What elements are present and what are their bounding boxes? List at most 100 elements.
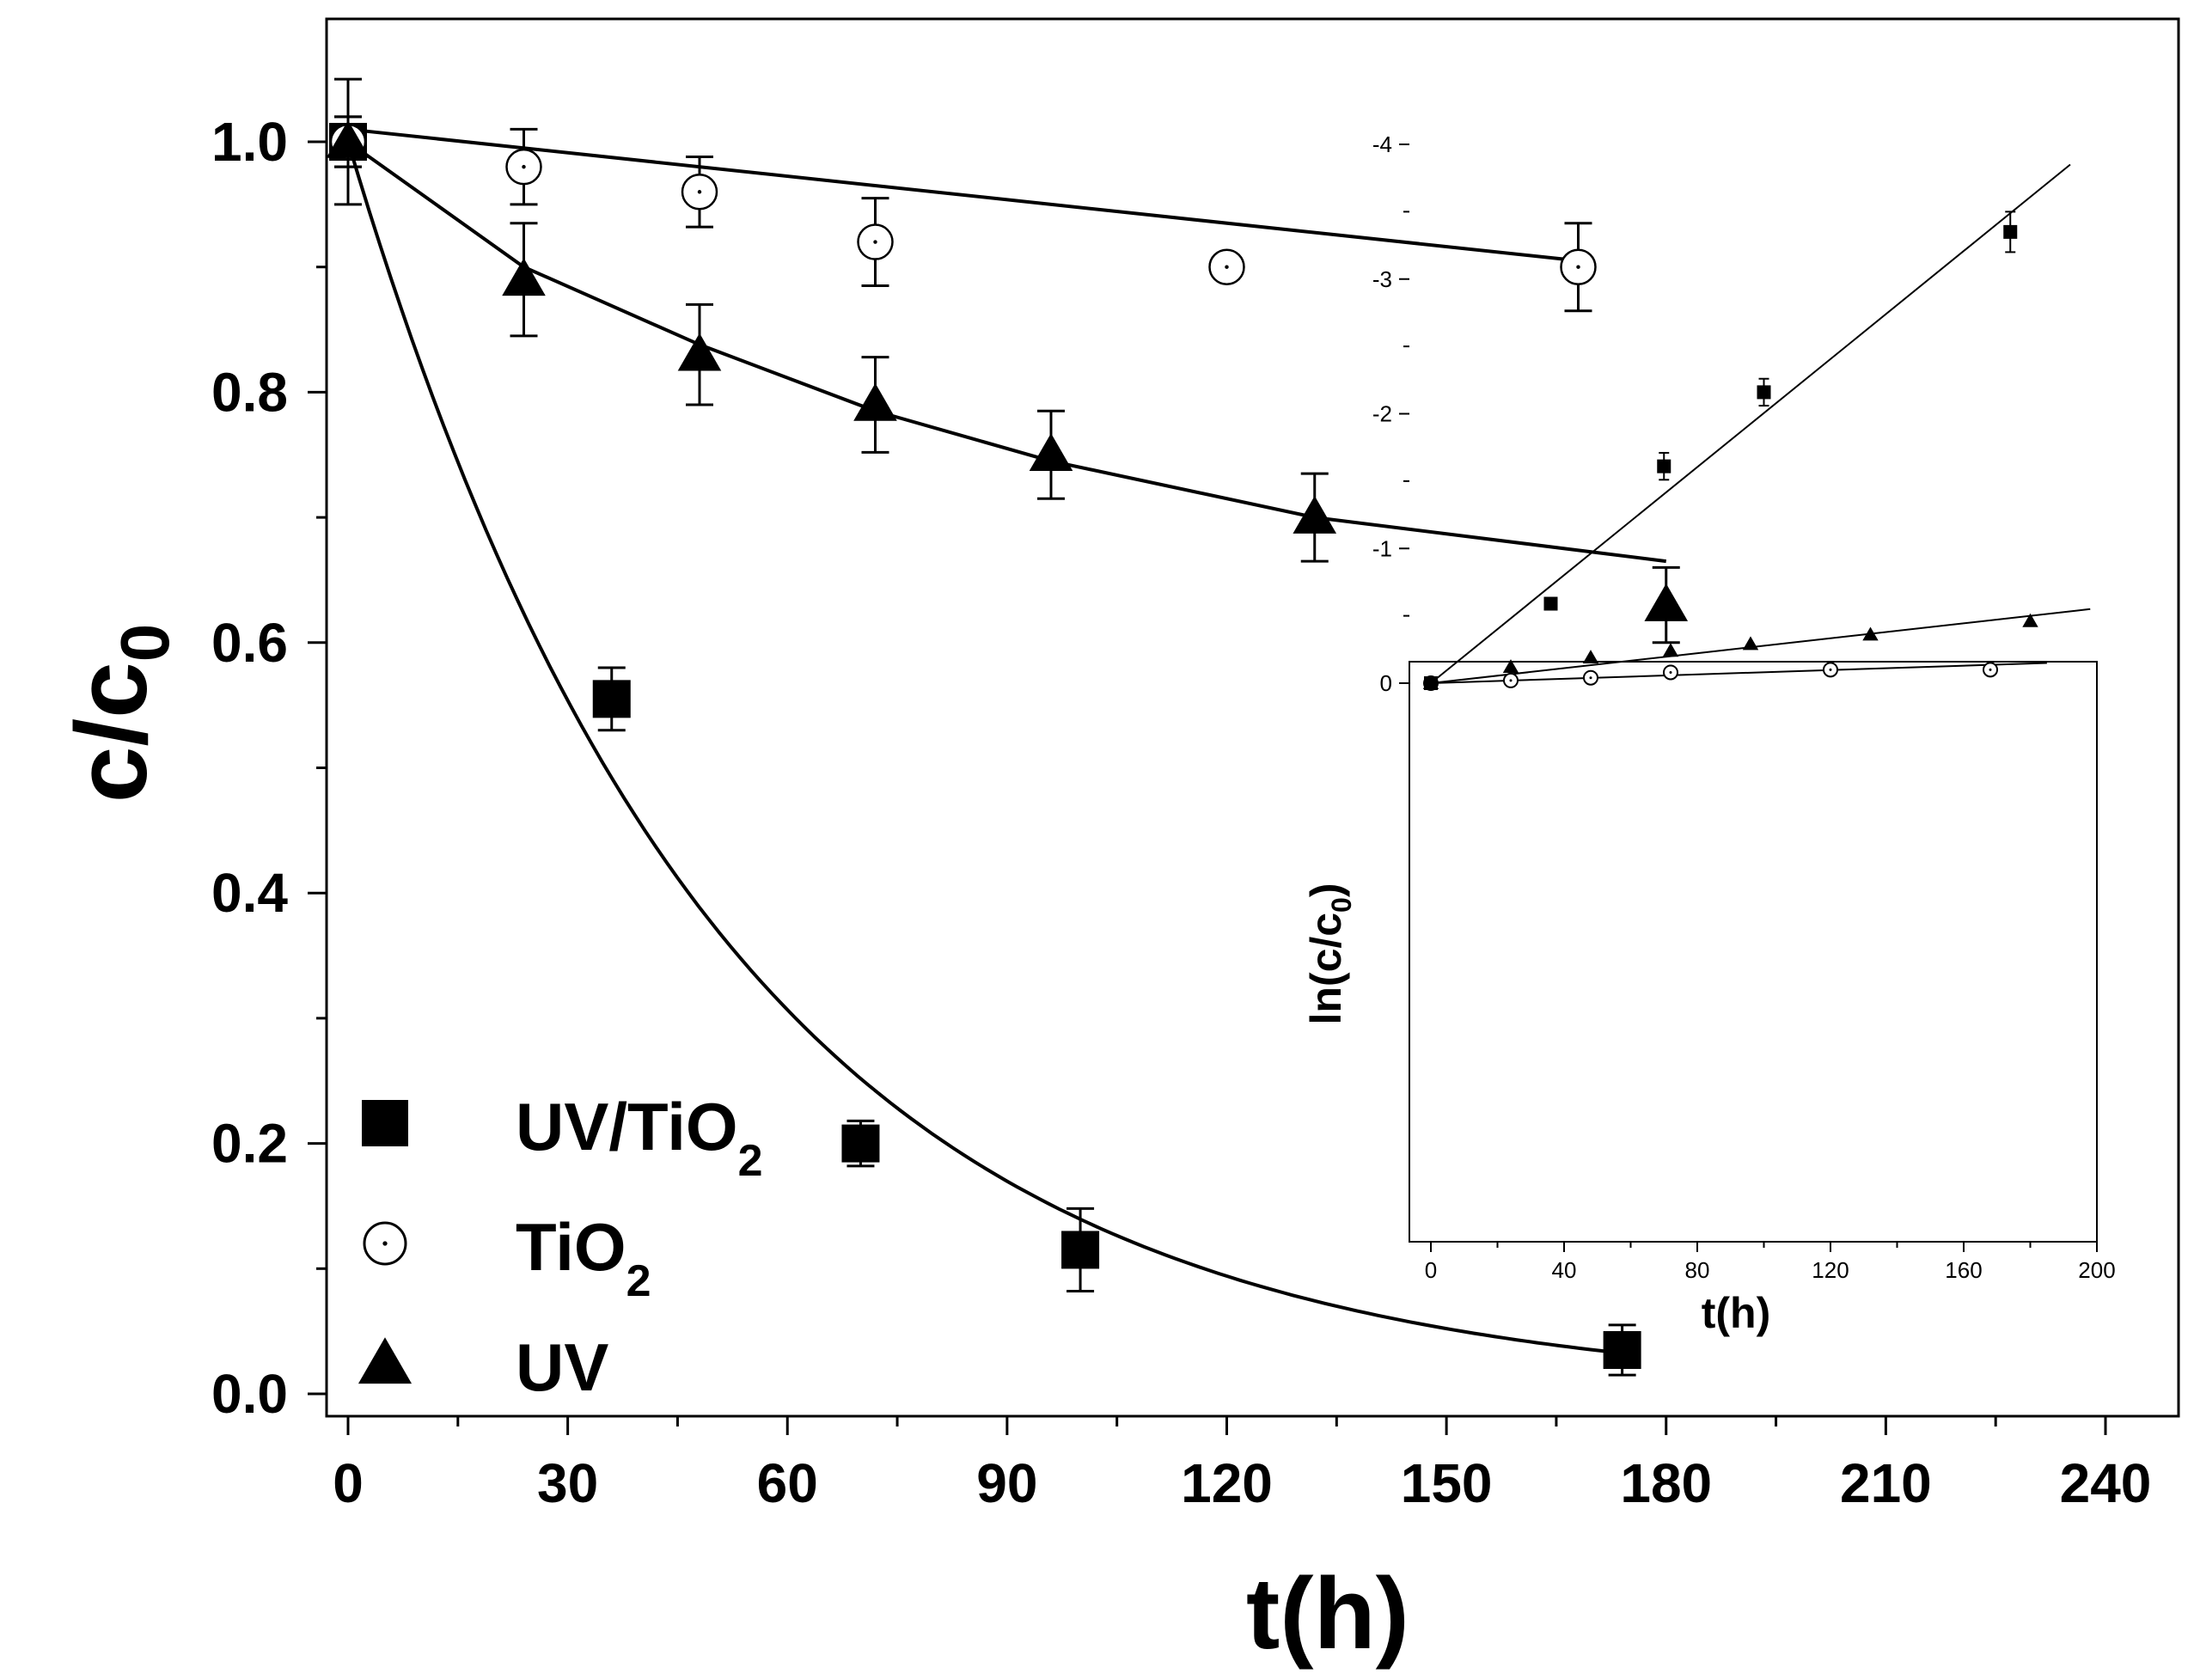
- y-axis-label-subscript: 0: [107, 624, 183, 663]
- inset-y-axis-label-close: ): [1302, 883, 1350, 897]
- legend-label-main: UV/TiO: [516, 1089, 738, 1164]
- inset-point-tio2: [1983, 662, 1998, 678]
- point-tio2-dot: [697, 190, 702, 194]
- point-tio2-dot: [522, 164, 526, 169]
- point-uv-tio2: [1603, 1331, 1641, 1370]
- legend-label-main: UV: [516, 1329, 608, 1405]
- inset-data-points: [1422, 211, 2038, 691]
- x-tick-label: 120: [1181, 1452, 1273, 1514]
- legend-label-subscript: 2: [626, 1256, 651, 1306]
- inset-point-tio2: [1583, 669, 1598, 686]
- y-tick-label: 1.0: [211, 111, 288, 173]
- inset-y-tick-label: -1: [1372, 535, 1392, 561]
- x-axis-label: t(h): [1246, 1557, 1409, 1671]
- inset-point-uv-tio2: [1543, 596, 1558, 611]
- point-tio2: [1560, 248, 1597, 285]
- inset-point-tio2: [1503, 672, 1519, 688]
- x-tick-label: 210: [1840, 1452, 1932, 1514]
- y-tick-label: 0.6: [211, 612, 288, 674]
- inset-point-uv: [1502, 659, 1519, 674]
- x-tick-label: 0: [333, 1452, 364, 1514]
- legend-marker-circle-dot: [382, 1241, 388, 1246]
- y-axis-label-main: c/c: [55, 662, 168, 803]
- x-tick-label: 90: [976, 1452, 1037, 1514]
- inset-x-tick-label: 200: [2078, 1257, 2115, 1283]
- inset-y-tick-label: -2: [1372, 401, 1392, 427]
- point-uv: [1029, 433, 1073, 472]
- fit-curve-tio2: [347, 127, 1579, 263]
- y-axis-label: c/c0: [55, 624, 183, 803]
- x-tick-label: 60: [757, 1452, 818, 1514]
- inset-y-tick-label: -3: [1372, 266, 1392, 292]
- y-tick-label: 0.2: [211, 1113, 288, 1175]
- legend-marker-triangle: [358, 1337, 413, 1384]
- main-plot-frame: [325, 17, 2180, 1418]
- inset-axis-ticks: 0 40 80 120 160 200 0 -1 -2 -3 -4: [1372, 131, 2116, 1283]
- inset-x-tick-label: 80: [1685, 1257, 1710, 1283]
- point-uv-tio2: [592, 680, 631, 718]
- legend-label-subscript: 2: [738, 1136, 763, 1186]
- point-uv: [677, 333, 722, 371]
- inset-point-tio2-dot: [1589, 676, 1592, 680]
- legend-label: UV/TiO2: [516, 1089, 763, 1186]
- inset-y-axis-label-subscript: 0: [1326, 897, 1357, 913]
- point-uv: [1293, 496, 1337, 534]
- inset-y-axis-label-main: ln(c/c: [1302, 913, 1350, 1025]
- legend-label-main: TiO: [516, 1209, 626, 1285]
- point-tio2-dot: [1576, 265, 1580, 269]
- legend-label: TiO2: [516, 1209, 651, 1306]
- inset-point-tio2-dot: [1989, 668, 1992, 671]
- point-tio2-dot: [873, 240, 877, 244]
- x-tick-label: 30: [537, 1452, 598, 1514]
- point-uv: [1644, 583, 1689, 621]
- point-uv: [502, 258, 546, 296]
- legend-marker-circle: [363, 1221, 407, 1266]
- x-tick-label: 150: [1401, 1452, 1493, 1514]
- y-tick-label: 0.8: [211, 361, 288, 423]
- inset-point-uv: [1582, 650, 1599, 664]
- inset-point-uv-tio2: [1424, 676, 1438, 690]
- y-tick-label: 0.0: [211, 1363, 288, 1425]
- point-tio2: [505, 148, 542, 186]
- inset-point-uv-tio2: [1657, 459, 1671, 473]
- inset-y-tick-label: -4: [1372, 131, 1392, 157]
- main-data-points: [326, 77, 1689, 1377]
- point-tio2: [681, 174, 718, 211]
- fit-curve-uv-tio2: [346, 141, 1623, 1355]
- point-tio2-dot: [1225, 265, 1229, 269]
- inset-fit-tio2: [1430, 662, 2047, 684]
- inset-x-axis-label: t(h): [1702, 1289, 1771, 1337]
- inset-point-tio2: [1823, 662, 1838, 678]
- inset-point-uv-tio2: [1757, 385, 1771, 400]
- inset-point-uv-tio2: [2003, 224, 2018, 239]
- inset-y-tick-label: 0: [1380, 670, 1392, 696]
- inset-point-tio2-dot: [1669, 670, 1672, 674]
- inset-fit-lines: [1430, 163, 2091, 684]
- inset-point-uv: [1862, 626, 1879, 641]
- point-uv: [326, 119, 370, 158]
- legend-marker-square: [362, 1100, 408, 1146]
- inset-fit-uv-tio2: [1430, 163, 2071, 684]
- inset-x-tick-label: 120: [1812, 1257, 1849, 1283]
- point-uv-tio2: [841, 1124, 880, 1163]
- inset-y-axis-label: ln(c/c0): [1302, 883, 1357, 1024]
- x-tick-label: 180: [1620, 1452, 1712, 1514]
- y-tick-label: 0.4: [211, 862, 288, 924]
- inset-point-uv: [1662, 643, 1679, 657]
- inset-point-uv: [1742, 636, 1759, 651]
- point-uv: [853, 382, 897, 421]
- inset-point-tio2-dot: [1829, 668, 1832, 671]
- point-tio2: [1208, 248, 1245, 285]
- inset-point-uv: [2022, 613, 2038, 627]
- inset-x-tick-label: 0: [1425, 1257, 1437, 1283]
- inset-x-tick-label: 40: [1552, 1257, 1577, 1283]
- point-uv-tio2: [1061, 1231, 1100, 1269]
- inset-fit-uv: [1430, 608, 2091, 684]
- legend-label: UV: [516, 1329, 608, 1405]
- inset-point-tio2-dot: [1509, 679, 1513, 682]
- point-tio2: [857, 223, 894, 260]
- inset-point-tio2: [1663, 664, 1678, 681]
